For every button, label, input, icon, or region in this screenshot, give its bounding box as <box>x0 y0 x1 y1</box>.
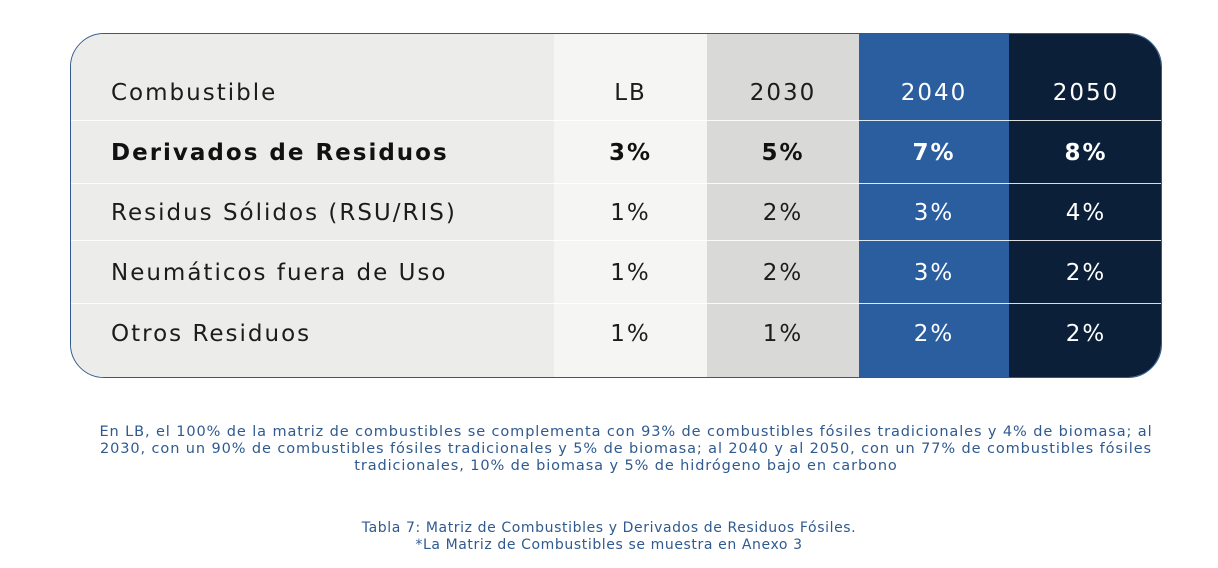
table-row: Derivados de Residuos 3% 5% 7% 8% <box>71 121 1161 184</box>
lb-column-bg <box>554 34 707 377</box>
table-row: Residus Sólidos (RSU/RIS) 1% 2% 3% 4% <box>71 184 1161 241</box>
label-column-bg <box>71 34 554 377</box>
cell-2050: 2% <box>1065 321 1107 347</box>
cell-2030: 2% <box>762 199 804 226</box>
table-caption: Tabla 7: Matriz de Combustibles y Deriva… <box>0 520 1218 554</box>
cell-2040: 3% <box>913 199 955 226</box>
caption-title: Tabla 7: Matriz de Combustibles y Deriva… <box>361 520 857 536</box>
cell-2040: 2% <box>913 321 955 347</box>
table-header-row: Combustible LB 2030 2040 2050 <box>71 64 1161 121</box>
row-divider <box>71 303 1161 304</box>
row-label: Neumáticos fuera de Uso <box>111 259 448 286</box>
row-divider <box>71 120 1161 121</box>
header-lb: LB <box>614 79 647 106</box>
cell-2030: 1% <box>762 321 804 347</box>
cell-lb: 1% <box>610 199 651 226</box>
cell-2050: 2% <box>1065 259 1107 286</box>
row-label: Residus Sólidos (RSU/RIS) <box>111 199 457 226</box>
table-row: Neumáticos fuera de Uso 1% 2% 3% 2% <box>71 241 1161 304</box>
cell-2040: 7% <box>912 139 956 166</box>
row-label: Otros Residuos <box>111 321 312 347</box>
cell-lb: 1% <box>610 259 651 286</box>
caption-annex-note: *La Matriz de Combustibles se muestra en… <box>415 537 803 553</box>
cell-lb: 3% <box>608 139 653 166</box>
row-divider <box>71 240 1161 241</box>
cell-lb: 1% <box>610 321 651 347</box>
cell-2040: 3% <box>913 259 955 286</box>
row-label: Derivados de Residuos <box>111 139 449 166</box>
header-2030: 2030 <box>749 79 817 106</box>
column-2030-bg <box>707 34 859 377</box>
table-row: Otros Residuos 1% 1% 2% 2% <box>71 304 1161 377</box>
fuel-matrix-table: Combustible LB 2030 2040 2050 Derivados … <box>70 33 1162 378</box>
cell-2050: 4% <box>1065 199 1107 226</box>
column-2040-bg <box>859 34 1009 377</box>
header-combustible: Combustible <box>111 79 278 106</box>
header-2040: 2040 <box>900 79 968 106</box>
column-2050-bg <box>1009 34 1161 377</box>
cell-2030: 2% <box>762 259 804 286</box>
header-2050: 2050 <box>1052 79 1120 106</box>
row-divider <box>71 183 1161 184</box>
cell-2050: 8% <box>1064 139 1108 166</box>
cell-2030: 5% <box>761 139 805 166</box>
footnote-paragraph: En LB, el 100% de la matriz de combustib… <box>99 424 1153 474</box>
